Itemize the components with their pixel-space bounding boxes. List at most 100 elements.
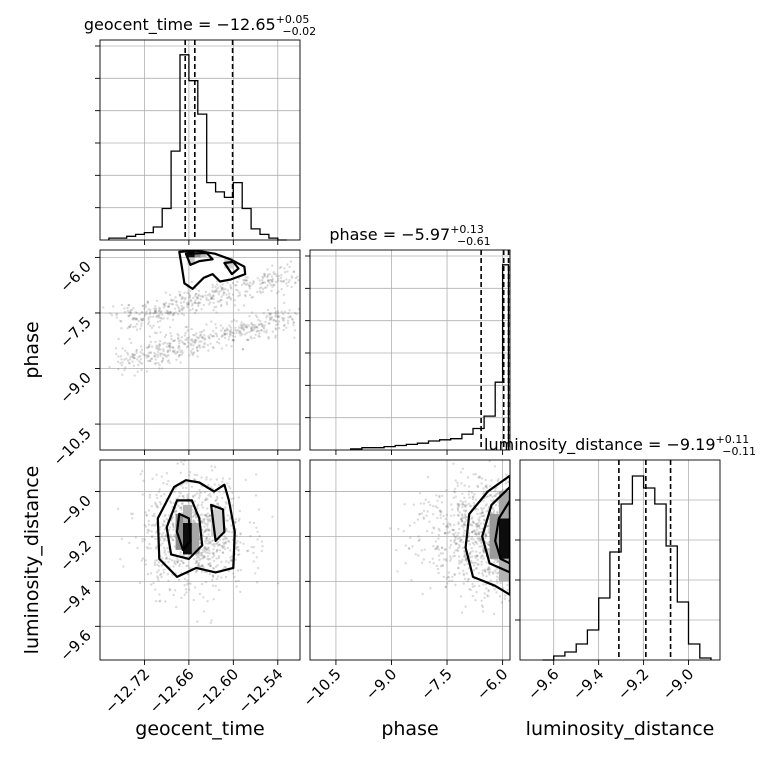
sample-point	[459, 561, 462, 564]
sample-point	[250, 296, 253, 299]
sample-point	[151, 535, 154, 538]
sample-point	[181, 502, 184, 505]
sample-point	[462, 573, 466, 577]
sample-point	[221, 496, 224, 500]
sample-point	[229, 330, 232, 334]
sample-point	[480, 482, 483, 485]
sample-point	[202, 531, 205, 534]
sample-point	[496, 572, 500, 575]
sample-point	[451, 575, 454, 579]
sample-point	[193, 311, 197, 315]
sample-point	[156, 563, 159, 566]
sample-point	[437, 533, 441, 537]
sample-point	[263, 327, 266, 330]
sample-point	[149, 315, 152, 318]
sample-point	[172, 593, 175, 597]
sample-point	[198, 559, 201, 562]
sample-point	[174, 510, 178, 513]
sample-point	[480, 511, 484, 514]
sample-point	[432, 526, 435, 529]
density-cell	[175, 513, 183, 550]
sample-point	[247, 324, 251, 327]
sample-point	[191, 307, 194, 311]
sample-point	[122, 565, 125, 568]
sample-point	[117, 337, 120, 341]
sample-point	[260, 286, 263, 289]
sample-point	[195, 559, 198, 563]
sample-point	[123, 307, 126, 310]
sample-point	[193, 493, 197, 497]
sample-point	[178, 348, 181, 351]
sample-point	[416, 518, 420, 521]
sample-point	[144, 312, 147, 315]
sample-point	[475, 533, 478, 536]
sample-point	[193, 339, 197, 342]
sample-point	[212, 346, 215, 350]
sample-point	[117, 367, 120, 371]
contour-line	[184, 251, 214, 266]
sample-point	[226, 328, 230, 332]
sample-point	[486, 524, 490, 528]
sample-point	[458, 503, 461, 506]
sample-point	[454, 495, 457, 498]
sample-point	[208, 337, 211, 340]
density-cell	[498, 491, 510, 519]
sample-point	[165, 472, 169, 475]
sample-point	[172, 538, 175, 542]
sample-point	[254, 333, 257, 336]
sample-point	[275, 323, 278, 327]
sample-point	[162, 482, 165, 485]
sample-point	[249, 326, 253, 329]
sample-point	[211, 294, 215, 297]
sample-point	[179, 301, 183, 304]
axes-frame	[99, 39, 301, 241]
sample-point	[202, 303, 205, 307]
sample-point	[149, 572, 153, 575]
sample-point	[220, 334, 224, 337]
sample-point	[195, 554, 198, 557]
sample-point	[292, 321, 295, 325]
x-tick-label: −12.72	[101, 665, 153, 717]
sample-point	[164, 513, 167, 516]
sample-point	[195, 516, 198, 519]
sample-point	[259, 291, 263, 294]
sample-point	[155, 493, 158, 497]
sample-point	[208, 514, 211, 518]
sample-point	[438, 529, 441, 532]
sample-point	[458, 572, 461, 575]
sample-point	[221, 288, 224, 291]
sample-point	[205, 536, 209, 540]
y-tick-label: −6.0	[56, 258, 94, 296]
sample-point	[283, 301, 286, 305]
sample-point	[187, 303, 190, 306]
sample-point	[260, 281, 264, 285]
sample-point	[182, 494, 185, 498]
sample-point	[151, 477, 154, 480]
sample-point	[212, 576, 215, 579]
sample-point	[223, 329, 227, 332]
sample-point	[196, 505, 199, 508]
sample-point	[192, 341, 195, 344]
sample-point	[213, 545, 216, 548]
sample-point	[493, 494, 496, 498]
sample-point	[461, 546, 464, 550]
sample-point	[210, 469, 214, 472]
sample-point	[225, 529, 229, 533]
sample-point	[226, 519, 229, 522]
sample-point	[167, 305, 170, 308]
sample-point	[135, 349, 138, 353]
sample-point	[127, 314, 131, 318]
sample-point	[457, 521, 460, 524]
sample-point	[276, 582, 280, 585]
sample-point	[158, 367, 161, 370]
sample-point	[276, 323, 280, 326]
sample-point	[449, 514, 453, 517]
sample-point	[198, 344, 201, 347]
sample-point	[460, 519, 463, 522]
sample-point	[161, 313, 164, 316]
sample-point	[484, 504, 487, 507]
sample-point	[454, 538, 457, 541]
sample-point	[494, 503, 498, 507]
sample-point	[211, 574, 215, 577]
